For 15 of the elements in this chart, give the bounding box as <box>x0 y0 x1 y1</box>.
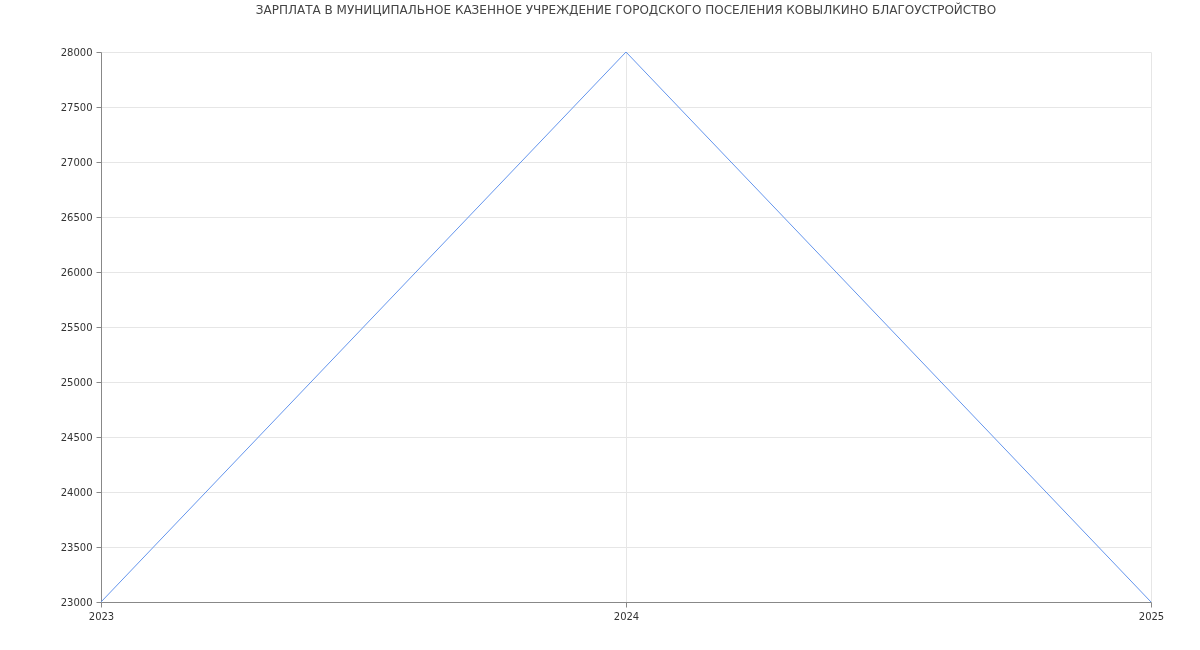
y-tick-label: 25500 <box>60 321 93 333</box>
y-tick-label: 25000 <box>60 376 93 388</box>
y-tick-label: 26500 <box>60 211 93 223</box>
x-tick-label: 2025 <box>1138 610 1165 622</box>
y-tick-label: 27000 <box>60 156 93 168</box>
chart-title: ЗАРПЛАТА В МУНИЦИПАЛЬНОЕ КАЗЕННОЕ УЧРЕЖДЕНИЕ ГОРОДСКОГО ПОСЕЛЕНИЯ КОВЫЛКИНО БЛАГОУСТРОЙСТВО <box>255 2 997 17</box>
y-tick-label: 26000 <box>60 266 93 278</box>
y-tick-label: 24000 <box>60 486 93 498</box>
y-tick-label: 27500 <box>60 101 93 113</box>
x-tick-label: 2023 <box>88 610 115 622</box>
y-tick-label: 28000 <box>60 46 93 58</box>
y-tick-label: 24500 <box>60 431 93 443</box>
x-tick-label: 2024 <box>613 610 640 622</box>
y-tick-label: 23500 <box>60 541 93 553</box>
y-tick-label: 23000 <box>60 596 93 608</box>
